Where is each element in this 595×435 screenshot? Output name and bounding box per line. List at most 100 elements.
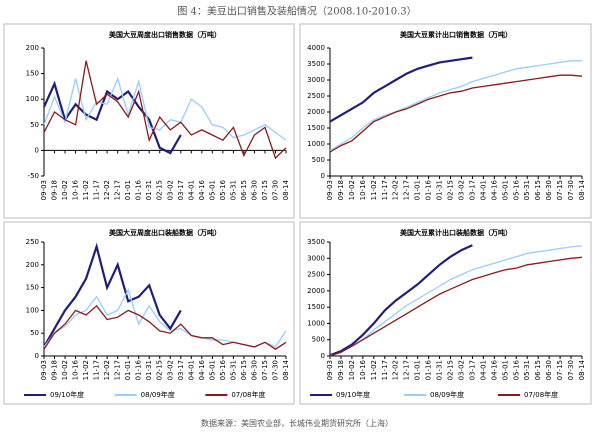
x-tick-label: 10-02 bbox=[348, 360, 356, 380]
x-tick-label: 11-17 bbox=[93, 180, 101, 200]
x-tick-label: 01-31 bbox=[436, 360, 444, 380]
x-tick-label: 10-02 bbox=[61, 360, 69, 380]
chart-frame bbox=[3, 23, 295, 219]
chart-title: 美国大豆累计出口装船数据（万吨） bbox=[400, 228, 512, 237]
y-tick-label: 1500 bbox=[307, 303, 325, 311]
legend-label: 09/10年度 bbox=[336, 390, 370, 399]
x-tick-label: 12-17 bbox=[403, 180, 411, 200]
x-tick-label: 04-01 bbox=[479, 180, 487, 200]
x-tick-label: 11-17 bbox=[381, 180, 389, 200]
x-tick-label: 01-16 bbox=[135, 179, 143, 200]
x-tick-label: 11-02 bbox=[370, 180, 378, 200]
x-tick-label: 10-02 bbox=[61, 180, 69, 200]
x-tick-label: 06-30 bbox=[250, 180, 258, 200]
x-tick-label: 11-02 bbox=[82, 360, 90, 380]
y-tick-label: 100 bbox=[26, 306, 39, 314]
series-line bbox=[43, 242, 182, 348]
series-line bbox=[43, 288, 287, 348]
x-tick-label: 01-31 bbox=[145, 180, 153, 200]
y-tick-label: 2500 bbox=[307, 92, 325, 100]
series-line bbox=[329, 60, 582, 151]
x-tick-label: 12-02 bbox=[103, 360, 111, 380]
x-tick-label: 03-02 bbox=[457, 180, 465, 200]
y-tick-label: 1000 bbox=[307, 319, 325, 327]
y-tick-label: 3000 bbox=[307, 254, 325, 262]
x-tick-label: 02-15 bbox=[447, 180, 455, 200]
x-tick-label: 05-01 bbox=[208, 360, 216, 380]
x-tick-label: 09-18 bbox=[337, 180, 345, 200]
x-tick-label: 12-17 bbox=[403, 360, 411, 380]
x-tick-label: 10-16 bbox=[72, 179, 80, 200]
x-tick-label: 08-14 bbox=[578, 179, 586, 200]
x-tick-label: 09-03 bbox=[326, 180, 334, 200]
page-title: 图 4：美豆出口销售及装船情况（2008.10-2010.3） bbox=[177, 5, 416, 18]
series-line bbox=[329, 56, 473, 123]
x-tick-label: 02-15 bbox=[156, 360, 164, 380]
x-tick-label: 11-02 bbox=[82, 180, 90, 200]
y-tick-label: -50 bbox=[28, 172, 39, 180]
y-tick-label: 1500 bbox=[307, 124, 325, 132]
y-tick-label: 100 bbox=[26, 95, 39, 103]
x-tick-label: 04-16 bbox=[198, 359, 206, 380]
x-tick-label: 03-17 bbox=[177, 360, 185, 380]
x-tick-label: 12-17 bbox=[114, 360, 122, 380]
y-tick-label: 150 bbox=[26, 70, 39, 78]
x-tick-label: 11-17 bbox=[93, 360, 101, 380]
series-line bbox=[43, 76, 287, 141]
x-tick-label: 02-15 bbox=[447, 360, 455, 380]
chart-title: 美国大豆累计出口销售数据（万吨） bbox=[400, 30, 512, 39]
x-tick-label: 07-30 bbox=[567, 180, 575, 200]
chart-title: 美国大豆周度出口销售数据（万吨） bbox=[109, 30, 221, 39]
x-tick-label: 12-02 bbox=[392, 360, 400, 380]
x-tick-label: 04-01 bbox=[187, 360, 195, 380]
x-tick-label: 01-01 bbox=[414, 180, 422, 200]
x-tick-label: 09-03 bbox=[40, 180, 48, 200]
chart-title: 美国大豆周度出口装船数据（万吨） bbox=[109, 228, 221, 237]
x-tick-label: 10-02 bbox=[348, 180, 356, 200]
series-line bbox=[329, 244, 473, 357]
y-tick-label: 500 bbox=[312, 336, 325, 344]
x-tick-label: 07-15 bbox=[261, 180, 269, 200]
x-tick-label: 10-16 bbox=[72, 359, 80, 380]
x-tick-label: 01-01 bbox=[124, 360, 132, 380]
y-tick-label: 2000 bbox=[307, 287, 325, 295]
y-tick-label: 150 bbox=[26, 284, 39, 292]
x-tick-label: 03-17 bbox=[468, 360, 476, 380]
x-tick-label: 03-17 bbox=[468, 180, 476, 200]
x-tick-label: 01-31 bbox=[145, 360, 153, 380]
x-tick-label: 01-01 bbox=[414, 360, 422, 380]
x-tick-label: 06-15 bbox=[240, 360, 248, 380]
series-line bbox=[329, 245, 583, 357]
x-tick-label: 04-01 bbox=[187, 180, 195, 200]
source: 数据来源：美国农业部，长城伟业期货研究所（上海） bbox=[201, 418, 393, 428]
y-tick-label: 2000 bbox=[307, 108, 325, 116]
x-tick-label: 04-16 bbox=[490, 179, 498, 200]
x-tick-label: 04-16 bbox=[490, 359, 498, 380]
x-tick-label: 07-15 bbox=[556, 180, 564, 200]
x-tick-label: 05-16 bbox=[512, 179, 520, 200]
chart-frame bbox=[299, 221, 592, 405]
x-tick-label: 11-17 bbox=[381, 360, 389, 380]
y-tick-label: 0 bbox=[35, 352, 39, 360]
x-tick-label: 05-31 bbox=[523, 180, 531, 200]
y-tick-label: 3500 bbox=[307, 238, 325, 246]
y-tick-label: 200 bbox=[26, 44, 39, 52]
x-tick-label: 07-30 bbox=[271, 180, 279, 200]
legend-label: 07/08年度 bbox=[524, 390, 558, 399]
y-tick-label: 0 bbox=[35, 146, 39, 154]
y-tick-label: 200 bbox=[26, 261, 39, 269]
y-tick-label: 4000 bbox=[307, 44, 325, 52]
y-tick-label: 1000 bbox=[307, 140, 325, 148]
x-tick-label: 06-15 bbox=[534, 360, 542, 380]
x-tick-label: 06-30 bbox=[250, 360, 258, 380]
x-tick-label: 10-16 bbox=[359, 179, 367, 200]
legend-label: 08/09年度 bbox=[430, 390, 464, 399]
x-tick-label: 05-16 bbox=[219, 359, 227, 380]
x-tick-label: 05-16 bbox=[512, 359, 520, 380]
x-tick-label: 09-03 bbox=[326, 360, 334, 380]
y-tick-label: 3000 bbox=[307, 76, 325, 84]
x-tick-label: 03-02 bbox=[166, 360, 174, 380]
x-tick-label: 05-01 bbox=[208, 180, 216, 200]
x-tick-label: 09-18 bbox=[51, 360, 59, 380]
legend-label: 08/09年度 bbox=[141, 390, 175, 399]
